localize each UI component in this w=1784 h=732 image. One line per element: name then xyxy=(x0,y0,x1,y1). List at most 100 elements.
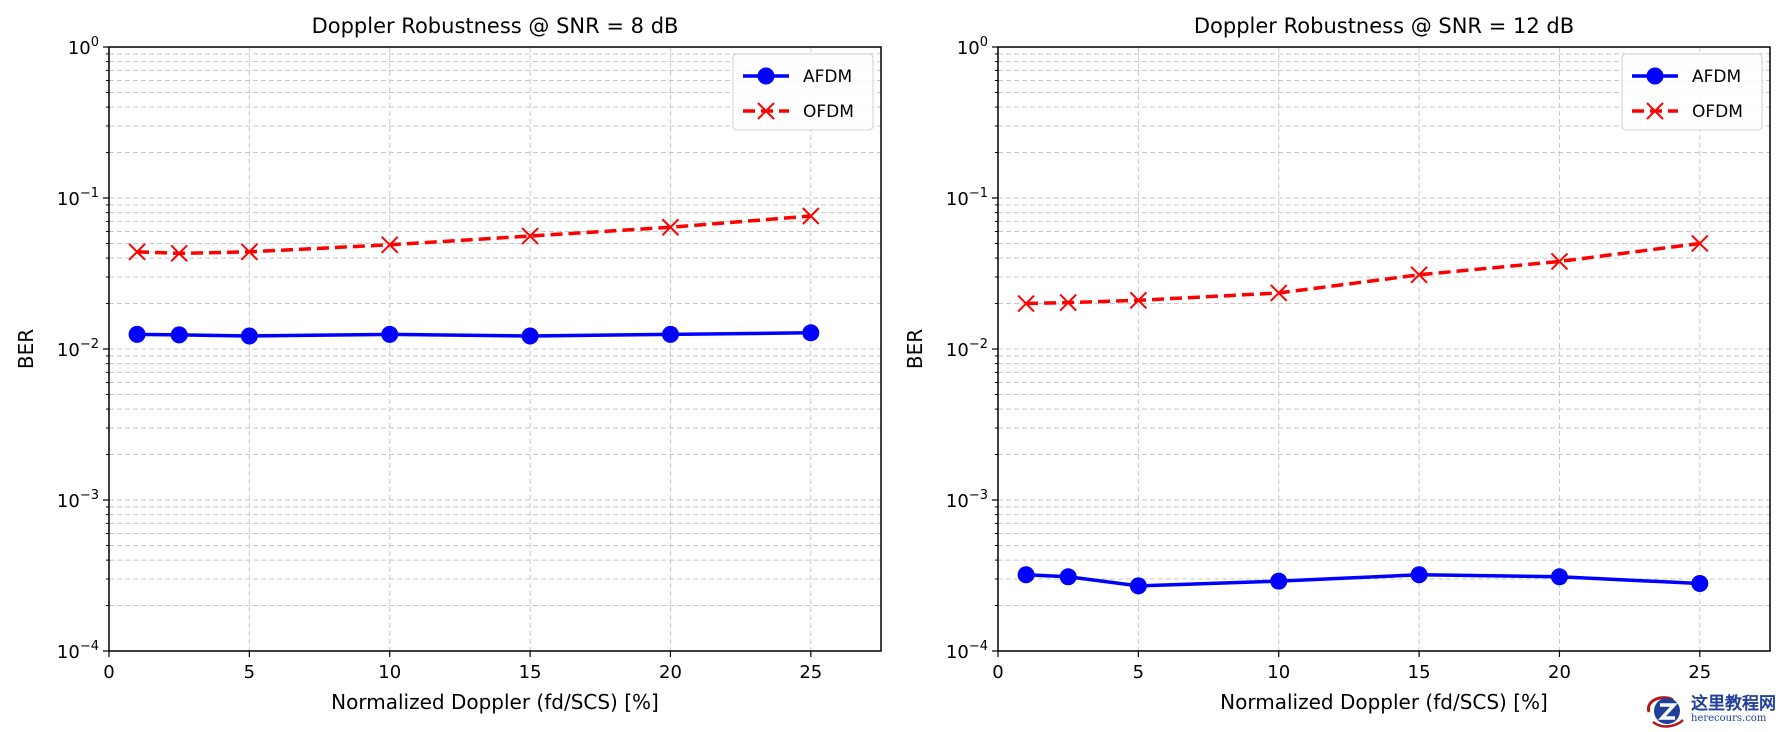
y-axis-label: BER xyxy=(903,329,927,369)
tick-label-y-exponent: −4 xyxy=(969,639,988,654)
data-point-ofdm xyxy=(1550,252,1569,271)
data-point-afdm xyxy=(128,325,146,343)
series-ofdm xyxy=(128,207,820,263)
y-axis-label: BER xyxy=(14,329,38,369)
x-marker-stroke xyxy=(802,207,820,225)
tick-label-x: 15 xyxy=(519,662,542,683)
tick-label-x: 5 xyxy=(244,662,255,683)
tick-label-y: 10−4 xyxy=(946,639,988,663)
legend-label: AFDM xyxy=(1692,67,1741,87)
tick-label-y-base: 10 xyxy=(57,491,80,512)
x-marker-stroke xyxy=(1059,293,1077,312)
data-point-afdm xyxy=(381,325,399,343)
data-point-ofdm xyxy=(1017,294,1035,313)
tick-label-x: 10 xyxy=(1267,662,1290,683)
watermark-logo-icon xyxy=(1646,696,1684,728)
x-marker-stroke xyxy=(1550,252,1569,271)
data-point-afdm xyxy=(240,327,258,345)
x-marker-stroke xyxy=(1691,234,1709,253)
tick-label-y-exponent: 0 xyxy=(980,35,988,50)
series-ofdm xyxy=(1017,234,1709,313)
tick-label-y-exponent: −3 xyxy=(969,488,988,503)
x-marker-stroke xyxy=(240,243,259,261)
data-point-ofdm xyxy=(802,207,820,225)
legend-label: OFDM xyxy=(1692,102,1743,122)
tick-label-y-exponent: −1 xyxy=(80,186,99,201)
tick-label-y-exponent: 0 xyxy=(91,35,99,50)
tick-label-y: 100 xyxy=(68,35,99,59)
series-line-afdm xyxy=(1025,572,1700,588)
data-point-afdm xyxy=(1129,577,1147,595)
tick-label-y-base: 10 xyxy=(57,189,80,210)
tick-label-x: 10 xyxy=(378,662,401,683)
tick-label-y: 10−4 xyxy=(57,639,99,663)
tick-label-y: 10−2 xyxy=(57,337,99,361)
tick-label-y: 10−2 xyxy=(946,337,988,361)
legend-label: AFDM xyxy=(803,67,852,87)
tick-label-y-exponent: −2 xyxy=(969,337,988,352)
subplot-2: 0 5 10 15 20 2510−410−310−210−1100AFDMOFDMDop… xyxy=(903,14,1771,714)
tick-label-y-exponent: −3 xyxy=(80,488,99,503)
legend-label: OFDM xyxy=(803,102,854,122)
chart-title: Doppler Robustness @ SNR = 12 dB xyxy=(1194,14,1574,38)
data-point-afdm xyxy=(1270,572,1288,590)
data-point-ofdm xyxy=(128,243,146,261)
watermark-cn: 这里教程网 xyxy=(1691,693,1776,714)
axes-frame xyxy=(108,46,882,652)
x-marker-stroke xyxy=(128,243,146,261)
watermark-en: herecours.com xyxy=(1691,712,1767,724)
data-point-ofdm xyxy=(381,236,399,254)
data-point-afdm xyxy=(1691,574,1709,592)
data-point-ofdm xyxy=(521,227,539,245)
tick-label-y: 10−1 xyxy=(57,186,99,210)
tick-label-y-base: 10 xyxy=(946,340,969,361)
data-point-ofdm xyxy=(1270,284,1288,302)
tick-label-x: 20 xyxy=(1548,662,1571,683)
chart-title: Doppler Robustness @ SNR = 8 dB xyxy=(312,14,679,38)
subplot-1: 0 5 10 15 20 2510−410−310−210−1100AFDMOFDMDop… xyxy=(14,14,882,714)
data-point-afdm xyxy=(661,325,679,343)
data-point-ofdm xyxy=(170,244,188,263)
data-point-afdm xyxy=(170,326,188,344)
tick-label-y-base: 10 xyxy=(946,491,969,512)
legend-marker-circle-icon xyxy=(757,67,775,85)
tick-label-x: 0 xyxy=(103,662,114,683)
tick-label-x: 15 xyxy=(1408,662,1431,683)
legend-marker-x-icon xyxy=(757,102,775,120)
x-marker-stroke xyxy=(381,236,399,254)
tick-label-x: 25 xyxy=(799,662,822,683)
data-point-ofdm xyxy=(1129,291,1148,310)
data-point-ofdm xyxy=(1691,234,1709,253)
x-marker-stroke xyxy=(1270,284,1288,302)
x-marker-stroke xyxy=(1017,294,1035,313)
data-point-afdm xyxy=(1017,566,1035,584)
data-point-ofdm xyxy=(1059,293,1077,312)
tick-label-y-base: 10 xyxy=(57,340,80,361)
series-afdm xyxy=(128,324,820,345)
tick-label-y: 10−3 xyxy=(57,488,99,512)
data-point-ofdm xyxy=(240,243,259,261)
data-point-afdm xyxy=(1410,566,1428,584)
tick-label-y-base: 10 xyxy=(946,189,969,210)
tick-label-y: 10−3 xyxy=(946,488,988,512)
legend-item-afdm: AFDM xyxy=(1632,67,1741,87)
tick-label-y-base: 10 xyxy=(946,642,969,663)
tick-label-y-exponent: −4 xyxy=(80,639,99,654)
tick-label-y-exponent: −1 xyxy=(969,186,988,201)
tick-label-x: 25 xyxy=(1688,662,1711,683)
tick-label-x: 20 xyxy=(659,662,682,683)
axes-frame xyxy=(997,46,1771,652)
data-point-ofdm xyxy=(661,218,680,236)
tick-label-y: 100 xyxy=(957,35,988,59)
tick-label-x: 5 xyxy=(1133,662,1144,683)
data-point-ofdm xyxy=(1410,266,1428,284)
x-axis-label: Normalized Doppler (fd/SCS) [%] xyxy=(1220,690,1548,714)
tick-label-y-base: 10 xyxy=(957,38,980,59)
legend-marker-circle-icon xyxy=(1646,67,1664,85)
legend-item-afdm: AFDM xyxy=(743,67,852,87)
legend-marker-x-icon xyxy=(1646,102,1664,120)
tick-label-y-base: 10 xyxy=(68,38,91,59)
x-axis-label: Normalized Doppler (fd/SCS) [%] xyxy=(331,690,659,714)
